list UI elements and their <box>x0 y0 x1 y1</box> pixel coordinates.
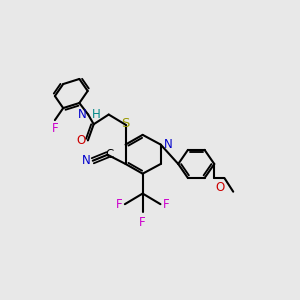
Text: N: N <box>82 154 91 167</box>
Text: O: O <box>76 134 85 147</box>
Text: F: F <box>163 198 169 211</box>
Text: F: F <box>116 198 123 211</box>
Text: O: O <box>215 181 225 194</box>
Text: F: F <box>52 122 58 135</box>
Text: N: N <box>78 108 87 121</box>
Text: F: F <box>139 216 146 229</box>
Text: N: N <box>164 138 173 151</box>
Text: S: S <box>122 117 130 130</box>
Text: C: C <box>105 148 113 160</box>
Text: H: H <box>92 108 100 121</box>
